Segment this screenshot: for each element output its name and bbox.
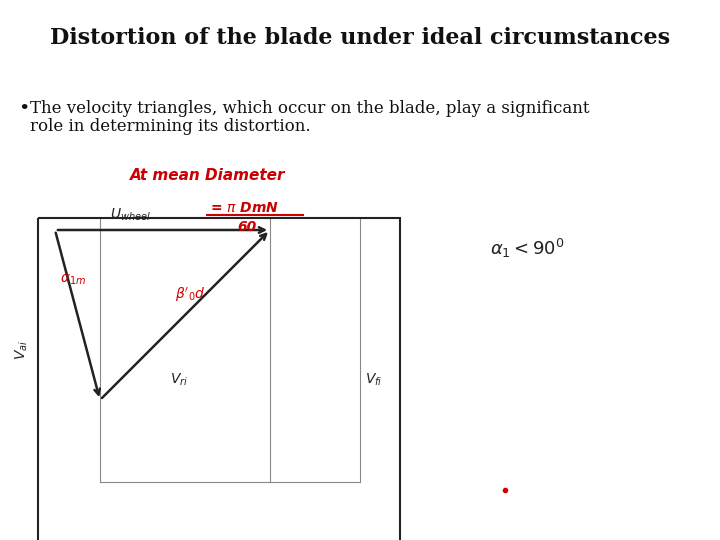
Text: The velocity triangles, which occur on the blade, play a significant: The velocity triangles, which occur on t…	[30, 100, 590, 117]
Text: $V_{ai}$: $V_{ai}$	[14, 340, 30, 360]
Text: At mean Diameter: At mean Diameter	[130, 167, 286, 183]
Text: $U_{wheel}$: $U_{wheel}$	[110, 207, 151, 223]
Text: $\alpha_{1m}$: $\alpha_{1m}$	[60, 273, 86, 287]
Text: Distortion of the blade under ideal circumstances: Distortion of the blade under ideal circ…	[50, 27, 670, 49]
Text: $\beta'_0 d$: $\beta'_0 d$	[175, 286, 206, 304]
Text: •: •	[18, 100, 30, 118]
Text: $\alpha_1 < 90^0$: $\alpha_1 < 90^0$	[490, 237, 564, 260]
Text: $V_{ri}$: $V_{ri}$	[170, 372, 188, 388]
Text: role in determining its distortion.: role in determining its distortion.	[30, 118, 310, 135]
Text: = $\pi$ DmN: = $\pi$ DmN	[210, 201, 279, 215]
Bar	[38, 218, 400, 540]
Text: 60: 60	[237, 220, 256, 234]
Text: $V_{fi}$: $V_{fi}$	[365, 372, 382, 388]
